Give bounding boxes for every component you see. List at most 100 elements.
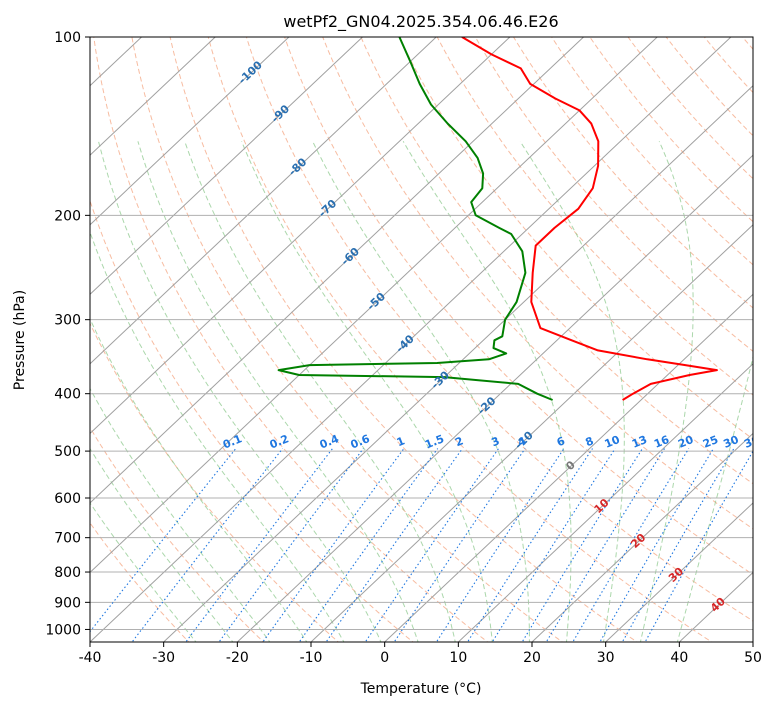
mixing-ratio-line <box>466 448 593 642</box>
mixing-ratio-label: 8 <box>583 434 595 449</box>
temperature-line <box>461 37 718 401</box>
dry-adiabat <box>90 322 339 642</box>
isotherm <box>678 571 753 642</box>
mixing-ratio-label: 20 <box>676 433 695 451</box>
dry-adiabat <box>665 37 753 137</box>
moist-adiabat <box>90 317 308 642</box>
moist-adiabat <box>312 141 530 642</box>
isotherm <box>752 641 753 642</box>
dry-adiabat <box>90 199 414 642</box>
x-tick-label: -30 <box>152 650 175 666</box>
mixing-ratio-line <box>131 448 284 642</box>
x-tick-label: -40 <box>79 650 102 666</box>
mixing-ratio-label: 16 <box>652 433 671 451</box>
y-tick-label: 400 <box>54 387 81 403</box>
moist-adiabat <box>90 501 197 642</box>
mixing-ratio-label: 2 <box>453 434 465 449</box>
isotherm <box>90 37 584 504</box>
mixing-ratio-line <box>521 448 643 642</box>
y-tick-label: 800 <box>54 565 81 581</box>
grid-labels: -100-90-80-70-60-50-40-30-20-10010203040… <box>221 58 761 615</box>
dry-adiabat <box>284 37 753 576</box>
mixing-ratio-line <box>393 448 526 642</box>
mixing-ratio-label: 0.4 <box>318 432 341 451</box>
moist-adiabat <box>402 141 572 642</box>
isotherm <box>90 37 290 226</box>
moist-adiabat <box>241 141 493 642</box>
moist-adiabat <box>137 141 419 642</box>
x-tick-label: 30 <box>597 650 615 666</box>
y-tick-label: 300 <box>54 313 81 329</box>
plot-frame <box>89 36 754 643</box>
isotherm <box>90 37 658 574</box>
dry-adiabat <box>90 522 190 642</box>
background-grid <box>90 24 775 645</box>
mixing-ratio-line <box>325 448 463 642</box>
isotherm <box>605 502 753 642</box>
moist-adiabat <box>519 141 625 642</box>
mixing-ratio-label: 36 <box>742 433 761 451</box>
dewpoint-line <box>277 37 553 401</box>
mixing-ratio-label: 0.1 <box>221 432 244 451</box>
mixing-ratio-label: 6 <box>555 434 567 449</box>
dry-adiabat <box>627 37 753 180</box>
y-tick-label: 200 <box>54 208 81 224</box>
y-tick-label: 500 <box>54 444 81 460</box>
dry-adiabat <box>90 426 265 642</box>
mixing-ratio-label: 0.2 <box>268 432 291 451</box>
isotherm <box>90 37 511 435</box>
moist-adiabat <box>90 447 234 642</box>
isotherm <box>90 37 732 642</box>
isotherm <box>236 154 753 642</box>
x-tick-label: 50 <box>744 650 762 666</box>
moist-adiabat <box>90 387 271 642</box>
mixing-ratio-line <box>435 448 565 642</box>
dry-adiabat <box>93 37 489 642</box>
y-tick-label: 1000 <box>45 622 81 638</box>
y-tick-label: 700 <box>54 531 81 547</box>
y-tick-label: 600 <box>54 491 81 507</box>
dry-adiabat <box>474 37 753 352</box>
dry-adiabat <box>360 37 753 485</box>
axes: -40 -30 -20 -10 0 10 20 30 40 5010020030040050060… <box>45 30 762 666</box>
x-axis-label: Temperature (°C) <box>360 681 482 697</box>
moist-adiabat <box>90 230 345 642</box>
isotherm <box>310 224 753 642</box>
x-tick-label: 40 <box>670 650 688 666</box>
x-tick-label: 10 <box>449 650 467 666</box>
mixing-ratio-line <box>491 448 616 642</box>
mixing-ratio-line <box>572 448 690 642</box>
mixing-ratio-line <box>185 448 334 642</box>
y-tick-label: 900 <box>54 595 81 611</box>
isotherm <box>163 84 753 642</box>
isotherm <box>531 432 753 642</box>
dry-adiabat <box>769 24 775 645</box>
sounding-curves <box>277 37 718 401</box>
mixing-ratio-line <box>298 448 439 642</box>
mixing-ratio-line <box>545 448 666 642</box>
dry-adiabat <box>436 37 753 396</box>
x-tick-label: 0 <box>380 650 389 666</box>
dry-adiabat <box>245 37 753 622</box>
dry-adiabat <box>322 37 753 530</box>
mixing-ratio-label: 1 <box>395 434 407 449</box>
dry-adiabat <box>131 37 564 642</box>
moist-adiabat <box>639 141 694 642</box>
mixing-ratio-line <box>262 448 405 642</box>
isotherm <box>90 37 437 365</box>
mixing-ratio-line <box>364 448 500 642</box>
dry-adiabat <box>169 37 638 642</box>
mixing-ratio-label: 10 <box>603 433 622 451</box>
mixing-ratio-label: 25 <box>701 433 720 451</box>
isotherm <box>457 363 753 642</box>
mixing-ratio-line <box>599 448 714 642</box>
x-tick-label: 20 <box>523 650 541 666</box>
moist-adiabat <box>98 141 382 642</box>
mixing-ratio-label: 3 <box>489 434 501 449</box>
mixing-ratio-line <box>218 448 364 642</box>
x-tick-label: -20 <box>226 650 249 666</box>
dry-adiabat <box>589 37 753 223</box>
x-tick-label: -10 <box>300 650 323 666</box>
isotherm <box>384 293 753 642</box>
